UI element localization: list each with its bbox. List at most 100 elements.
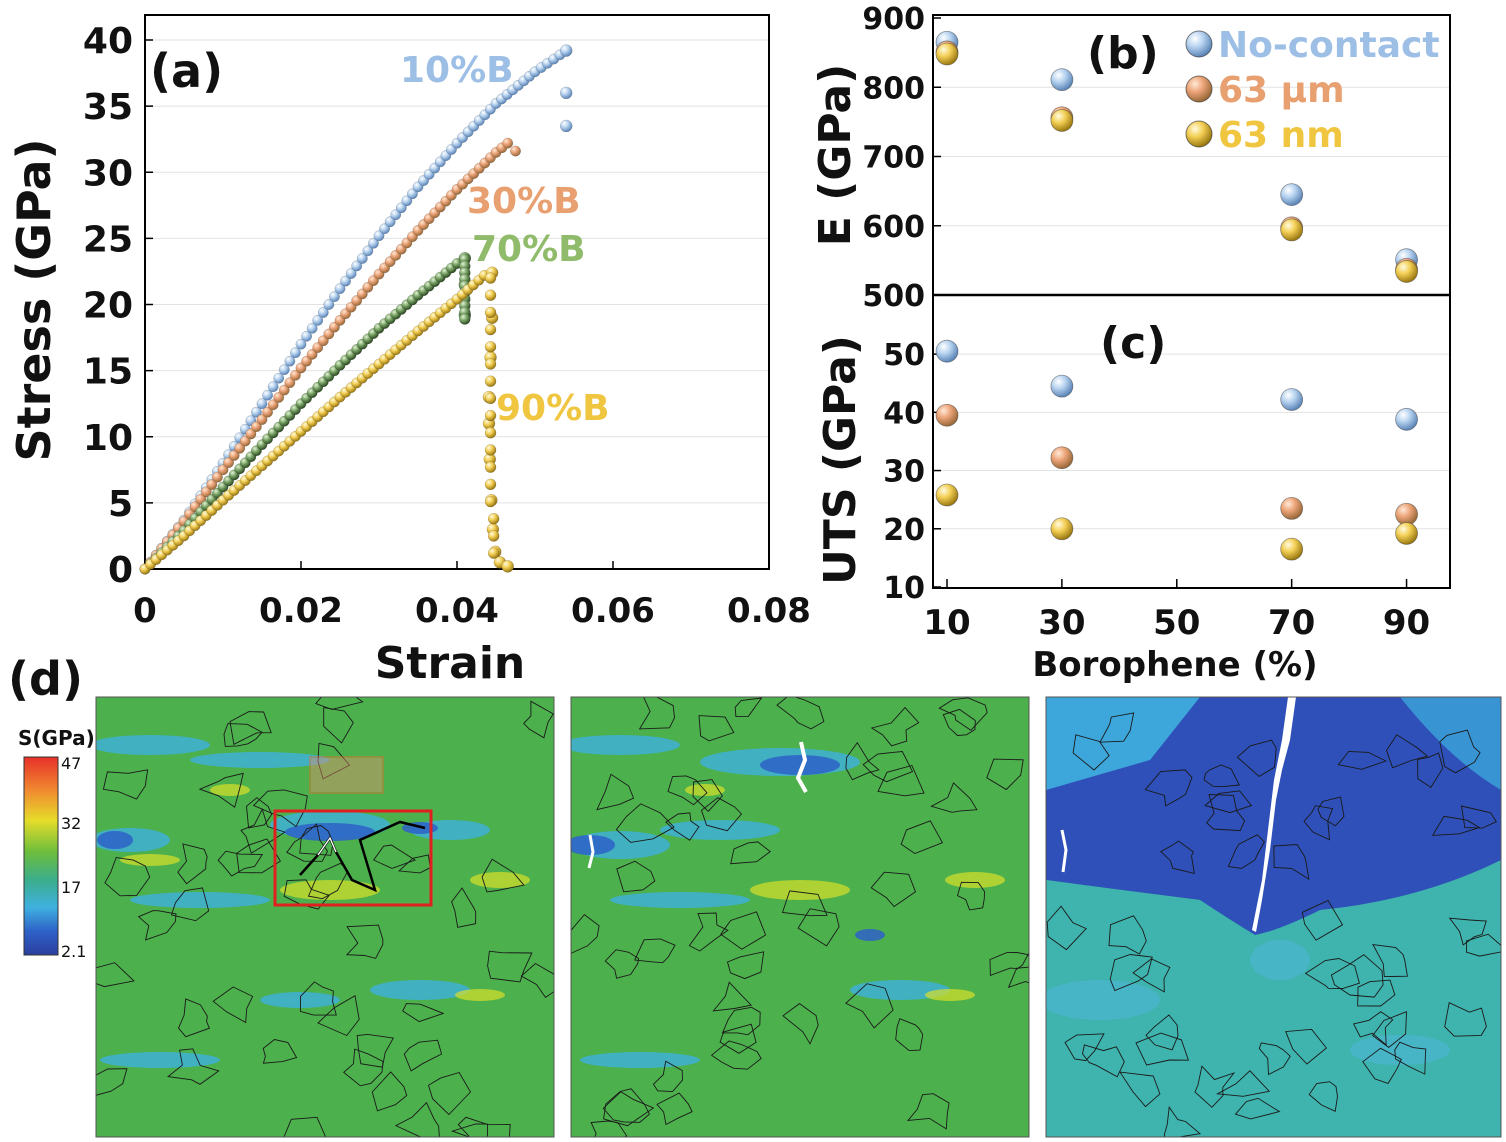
data-point [484, 358, 497, 370]
grain-boundary [1301, 899, 1344, 941]
grain-boundary [782, 1003, 819, 1045]
grain-boundary [797, 908, 840, 947]
grain-boundary [252, 789, 308, 828]
panel-c-x-tick-label: 10 [923, 603, 970, 643]
grain-boundary [956, 881, 985, 911]
grain-boundary [1135, 1032, 1190, 1066]
series-63m [935, 403, 1418, 526]
data-point [406, 188, 418, 200]
stress-region [1046, 697, 1200, 790]
annotation-30b: 30%B [467, 181, 581, 222]
grain-boundary [719, 1023, 757, 1054]
grain-boundary [356, 1033, 395, 1068]
panel-c-x-ticks: 10 30 50 70 90 [923, 579, 1430, 643]
panel-c-x-tick-label: 50 [1153, 603, 1200, 643]
panel-b-y-tick-label: 500 [862, 279, 925, 314]
grain-boundary [137, 910, 177, 941]
data-point [328, 291, 340, 303]
stress-map-frame-1 [96, 697, 554, 1137]
grain-boundary [1394, 1041, 1427, 1075]
panel-c-y-tick-label: 50 [883, 338, 925, 373]
data-point [356, 252, 368, 264]
grain-boundary [1448, 917, 1487, 946]
stress-region [925, 989, 975, 1001]
grain-boundary [262, 1039, 298, 1064]
data-point [262, 406, 274, 418]
grain-boundary [1204, 790, 1253, 814]
colorbar-tick-47: 47 [61, 754, 81, 773]
data-point [935, 339, 959, 363]
series-63nm [935, 483, 1418, 561]
panel-b-y-tick-label: 800 [862, 71, 925, 106]
colorbar-bar [23, 756, 59, 956]
grain-boundary [665, 812, 700, 841]
zoom-inset-box [273, 809, 433, 907]
data-point [484, 289, 497, 301]
panel-b-y-ticks: 500 600 700 800 900 [862, 2, 941, 314]
data-point [351, 260, 363, 272]
panel-a-label: (a) [150, 44, 223, 98]
grain-boundary [1285, 1028, 1328, 1065]
grain-boundary [1362, 1047, 1402, 1084]
grain-boundary [1431, 815, 1481, 836]
data-point [935, 403, 959, 427]
data-point [211, 471, 223, 483]
grain-boundary [1160, 840, 1195, 874]
grain-boundary [1007, 951, 1029, 989]
grain-boundary [1203, 764, 1240, 788]
panel-a-y-tick-label: 20 [83, 286, 133, 327]
data-point [278, 384, 290, 396]
panel-c-x-tick-label: 90 [1383, 603, 1430, 643]
data-point [484, 392, 497, 405]
data-point [484, 341, 497, 353]
grain-boundary [1439, 729, 1481, 774]
data-point [1280, 537, 1304, 561]
stress-region [610, 892, 750, 908]
grain-boundary [317, 742, 351, 780]
grain-boundary [1273, 844, 1310, 881]
grain-boundary [402, 1003, 445, 1023]
crack-opening [587, 834, 595, 869]
series-90pctb [139, 266, 514, 575]
stress-region [130, 892, 270, 908]
grain-boundary [1304, 958, 1360, 989]
data-point [228, 450, 240, 461]
grain-boundary [906, 1093, 950, 1130]
stress-map-frame-3-border [1045, 696, 1502, 1138]
data-point [1280, 496, 1304, 520]
grain-boundary [1317, 796, 1345, 827]
stress-map-frame-2 [571, 697, 1029, 1137]
grain-boundary [1215, 1070, 1271, 1097]
grain-boundary [343, 1048, 384, 1087]
stress-region [1250, 940, 1310, 980]
data-point [484, 272, 497, 284]
panel-c-points [935, 339, 1418, 561]
panel-c-y-tick-label: 40 [883, 396, 925, 431]
panel-a-stress-strain: 0 5 10 15 20 25 30 35 40 0 0.02 0.04 0.06 0.08 (a) 1… [7, 14, 811, 689]
data-point [234, 442, 246, 454]
data-point [1050, 374, 1074, 398]
grain-boundary [523, 700, 554, 739]
grain-boundary [1258, 1042, 1291, 1076]
data-point [373, 230, 385, 242]
grain-boundary [323, 707, 354, 744]
panel-b-y-tick-label: 900 [862, 2, 925, 37]
colorbar-title: S(GPa) [18, 726, 95, 750]
legend-label: 63 nm [1218, 115, 1344, 156]
grain-boundary [870, 706, 920, 747]
data-point [1395, 522, 1418, 545]
grain-boundary [398, 854, 431, 874]
grain-boundary [634, 938, 676, 964]
grain-boundary [283, 879, 330, 910]
grain-boundary [1308, 1081, 1338, 1112]
panel-b-y-tick-label: 600 [862, 210, 925, 245]
panel-a-y-tick-label: 0 [108, 550, 133, 591]
grain-boundary [989, 952, 1029, 977]
data-point [206, 479, 218, 490]
grain-boundary [223, 723, 263, 747]
stress-region [190, 752, 330, 768]
grain-boundary [1460, 805, 1497, 829]
grain-boundary [692, 779, 723, 812]
